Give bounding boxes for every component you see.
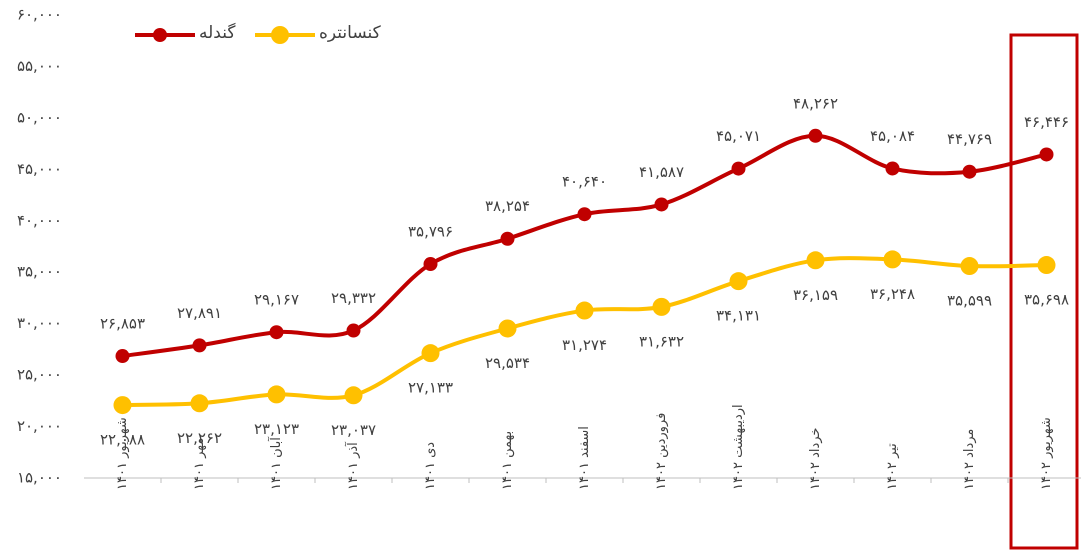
y-tick-label: ۲۵,۰۰۰: [17, 366, 62, 384]
point: [962, 164, 977, 179]
point: [731, 161, 746, 176]
point: [577, 207, 592, 222]
point: [190, 394, 209, 413]
data-label: ۳۵,۶۹۸: [1024, 291, 1069, 309]
point: [498, 319, 517, 338]
data-label: ۲۷,۱۳۳: [408, 379, 453, 397]
data-label: ۲۲,۲۶۲: [177, 429, 222, 447]
point: [806, 251, 825, 270]
point: [346, 323, 361, 338]
legend-marker: [153, 28, 167, 42]
data-label: ۳۵,۵۹۹: [947, 292, 992, 310]
legend-marker: [271, 26, 289, 44]
point: [423, 257, 438, 272]
x-tick-label: فروردین ۱۴۰۲: [654, 413, 669, 490]
x-tick-label: خرداد ۱۴۰۲: [808, 428, 823, 490]
data-label: ۴۱,۵۸۷: [639, 163, 684, 181]
point: [113, 396, 132, 415]
y-tick-label: ۵۰,۰۰۰: [17, 108, 62, 126]
data-label: ۳۶,۱۵۹: [793, 286, 838, 304]
x-tick-label: آذر ۱۴۰۱: [344, 441, 361, 490]
point: [421, 344, 440, 363]
point: [269, 325, 284, 340]
point: [808, 128, 823, 143]
data-label: ۴۴,۷۶۹: [947, 130, 992, 148]
y-tick-label: ۴۰,۰۰۰: [17, 211, 62, 229]
point: [885, 161, 900, 176]
point: [654, 197, 669, 212]
point: [960, 257, 979, 276]
data-label: ۲۶,۸۵۳: [100, 315, 145, 333]
data-label: ۳۱,۶۳۲: [639, 332, 684, 350]
point: [500, 231, 515, 246]
data-label: ۴۶,۴۴۶: [1024, 113, 1069, 131]
data-label: ۳۸,۲۵۴: [485, 197, 530, 215]
y-tick-label: ۴۵,۰۰۰: [17, 160, 62, 178]
data-label: ۳۶,۲۴۸: [870, 285, 915, 303]
x-tick-label: شهریور ۱۴۰۲: [1039, 417, 1054, 490]
x-tick-label: شهریور ۱۴۰۱: [115, 417, 130, 490]
data-label: ۲۲,۰۸۸: [100, 431, 145, 449]
data-label: ۴۰,۶۴۰: [562, 173, 607, 191]
data-label: ۴۸,۲۶۲: [793, 94, 838, 112]
point: [652, 297, 671, 316]
data-label: ۴۵,۰۷۱: [716, 127, 761, 145]
point: [192, 338, 207, 353]
x-tick-label: تیر ۱۴۰۲: [885, 443, 900, 490]
data-label: ۲۹,۵۳۴: [485, 354, 530, 372]
legend-label: کنسانتره: [319, 23, 382, 43]
data-label: ۳۱,۲۷۴: [562, 336, 607, 354]
point: [115, 349, 130, 364]
y-tick-label: ۱۵,۰۰۰: [17, 469, 62, 487]
data-label: ۲۳,۰۳۷: [331, 421, 376, 439]
data-label: ۲۳,۱۲۳: [254, 420, 299, 438]
series-line: [122, 256, 1047, 408]
point: [883, 250, 902, 269]
point: [729, 272, 748, 291]
x-tick-label: مرداد ۱۴۰۲: [962, 429, 977, 490]
x-tick-label: دی ۱۴۰۱: [423, 442, 438, 490]
y-tick-label: ۳۰,۰۰۰: [17, 314, 62, 332]
data-label: ۲۹,۱۶۷: [254, 291, 299, 309]
data-label: ۲۹,۳۳۲: [331, 289, 376, 307]
y-tick-label: ۲۰,۰۰۰: [17, 417, 62, 435]
x-tick-label: آبان ۱۴۰۱: [267, 436, 284, 490]
x-tick-label: بهمن ۱۴۰۱: [500, 431, 515, 490]
series-line: [122, 133, 1047, 359]
point: [344, 386, 363, 405]
data-label: ۴۵,۰۸۴: [870, 127, 915, 145]
data-label: ۳۵,۷۹۶: [408, 223, 453, 241]
data-label: ۲۷,۸۹۱: [177, 304, 222, 322]
point: [575, 301, 594, 320]
highlight-box: [1009, 33, 1079, 550]
x-tick-label: مهر ۱۴۰۱: [192, 438, 207, 490]
point: [267, 385, 286, 404]
x-tick-label: اسفند ۱۴۰۱: [577, 426, 592, 490]
y-tick-label: ۵۵,۰۰۰: [17, 57, 62, 75]
y-tick-label: ۳۵,۰۰۰: [17, 263, 62, 281]
legend-label: گندله: [199, 22, 236, 43]
point: [1039, 147, 1054, 162]
y-tick-label: ۶۰,۰۰۰: [17, 6, 62, 24]
point: [1037, 256, 1056, 275]
x-tick-label: اردیبهشت ۱۴۰۲: [731, 404, 746, 490]
data-label: ۳۴,۱۳۱: [716, 307, 761, 325]
